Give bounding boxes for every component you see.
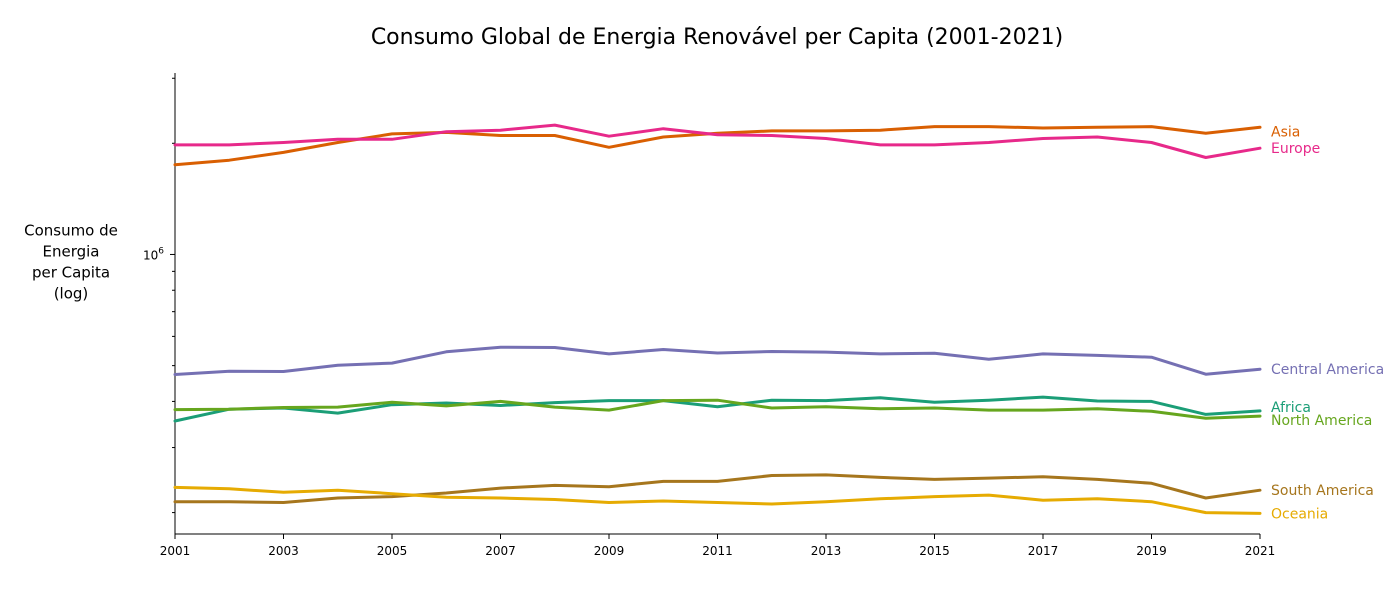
- y-axis-label-line: Consumo de: [24, 222, 118, 240]
- series-label-africa: Africa: [1271, 400, 1311, 416]
- x-tick-label: 2019: [1136, 544, 1167, 558]
- series-line-asia: [173, 125, 1262, 167]
- x-tick-label: 2017: [1028, 544, 1059, 558]
- series-line-oceania: [173, 485, 1262, 515]
- x-tick-label: 2013: [811, 544, 842, 558]
- chart-title: Consumo Global de Energia Renovável per …: [371, 25, 1063, 50]
- series-label-europe: Europe: [1271, 141, 1320, 157]
- series-label-central-america: Central America: [1271, 362, 1384, 378]
- series-label-oceania: Oceania: [1271, 506, 1328, 522]
- series-label-south-america: South America: [1271, 483, 1374, 499]
- series-line-europe: [173, 123, 1262, 159]
- y-axis-label: Consumo de Energia per Capita (log): [24, 222, 118, 303]
- x-tick-label: 2005: [377, 544, 408, 558]
- series-line-central-america: [173, 345, 1262, 376]
- x-tick-label: 2007: [485, 544, 516, 558]
- series-line-north-america: [173, 398, 1262, 420]
- x-tick-label: 2009: [594, 544, 625, 558]
- y-tick-label-base: 10: [143, 248, 158, 262]
- x-tick-label: 2011: [702, 544, 733, 558]
- x-tick-label: 2003: [268, 544, 299, 558]
- x-tick-label: 2021: [1245, 544, 1276, 558]
- y-axis-label-line: per Capita: [32, 264, 110, 282]
- series-line-south-america: [173, 473, 1262, 504]
- y-tick-label: 106: [143, 246, 164, 262]
- y-axis-label-line: (log): [54, 285, 89, 303]
- series-label-asia: Asia: [1271, 124, 1300, 140]
- series-label-north-america: North America: [1271, 413, 1372, 429]
- x-tick-label: 2015: [919, 544, 950, 558]
- y-tick-label-exponent: 6: [158, 246, 164, 256]
- series-line-africa: [173, 395, 1262, 423]
- series-lines: [173, 123, 1262, 515]
- x-tick-label: 2001: [160, 544, 191, 558]
- y-axis-label-line: Energia: [43, 243, 100, 261]
- axes: 2001 2003 2005 2007 2009 2011 2013 2015 2017 2019…: [143, 73, 1275, 558]
